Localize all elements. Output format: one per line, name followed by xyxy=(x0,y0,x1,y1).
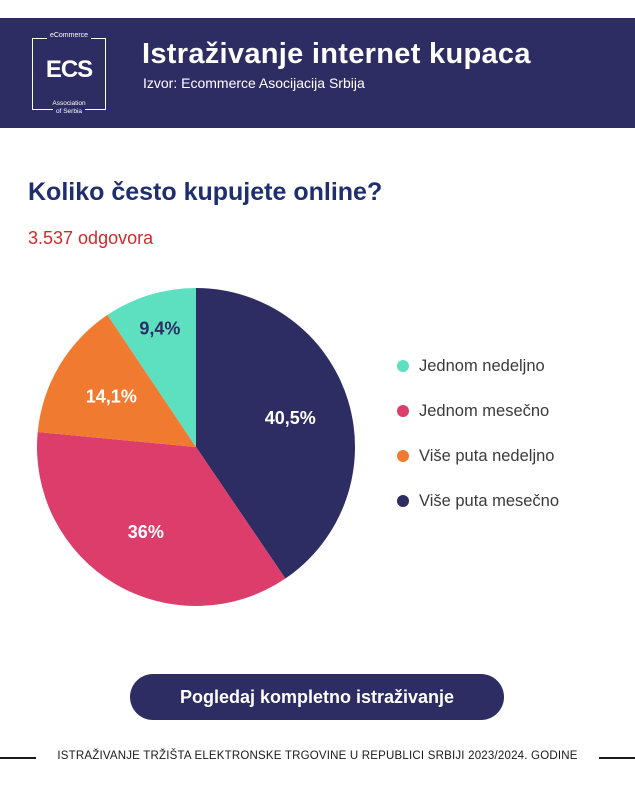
pie-label-vise-puta-nedeljno: 14,1% xyxy=(86,387,137,407)
pie-label-jednom-mesecno: 36% xyxy=(128,522,164,542)
ecs-logo: eCommerce ECS Association of Serbia xyxy=(28,30,110,116)
pie-label-vise-puta-mesecno: 40,5% xyxy=(265,408,316,428)
header-banner: eCommerce ECS Association of Serbia Istr… xyxy=(0,18,635,128)
logo-bottom-text-2: of Serbia xyxy=(52,107,86,115)
legend-swatch xyxy=(397,495,409,507)
legend-item-vise-puta-mesecno: Više puta mesečno xyxy=(397,489,559,534)
logo-mark: ECS xyxy=(45,56,93,83)
legend-item-jednom-nedeljno: Jednom nedeljno xyxy=(397,354,559,399)
logo-top-text: eCommerce xyxy=(46,32,92,39)
pie-slice-vise-puta-mesecno xyxy=(196,288,355,579)
legend-label: Jednom mesečno xyxy=(419,402,550,420)
legend-item-vise-puta-nedeljno: Više puta nedeljno xyxy=(397,444,559,489)
chart-legend: Jednom nedeljno Jednom mesečno Više puta n… xyxy=(397,354,559,534)
legend-label: Jednom nedeljno xyxy=(419,357,545,375)
legend-swatch xyxy=(397,405,409,417)
response-count: 3.537 odgovora xyxy=(28,228,154,248)
page-title: Istraživanje internet kupaca xyxy=(142,38,531,70)
pie-label-jednom-nedeljno: 9,4% xyxy=(139,318,180,338)
legend-swatch xyxy=(397,450,409,462)
pie-slice-jednom-nedeljno xyxy=(107,288,196,447)
view-full-survey-button[interactable]: Pogledaj kompletno istraživanje xyxy=(130,674,504,720)
legend-item-jednom-mesecno: Jednom mesečno xyxy=(397,399,559,444)
footer-divider-right xyxy=(599,757,635,759)
legend-label: Više puta nedeljno xyxy=(419,447,555,465)
legend-swatch xyxy=(397,360,409,372)
footer-divider-left xyxy=(0,757,36,759)
chart-title: Koliko često kupujete online? xyxy=(28,178,383,206)
pie-slice-jednom-mesecno xyxy=(37,432,286,606)
source-text: Izvor: Ecommerce Asocijacija Srbija xyxy=(143,75,365,91)
footer-text: ISTRAŽIVANJE TRŽIŠTA ELEKTRONSKE TRGOVIN… xyxy=(57,750,578,762)
logo-bottom-text-1: Association xyxy=(49,100,89,107)
legend-label: Više puta mesečno xyxy=(419,492,560,510)
pie-slice-vise-puta-nedeljno xyxy=(37,314,197,447)
